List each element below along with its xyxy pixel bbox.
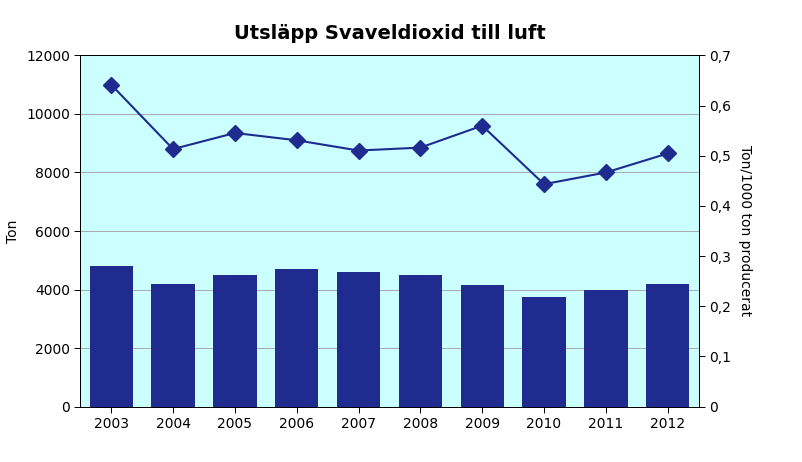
Title: Utsläpp Svaveldioxid till luft: Utsläpp Svaveldioxid till luft (233, 24, 545, 43)
Bar (213, 275, 256, 407)
Bar (646, 284, 688, 407)
Bar (90, 266, 132, 407)
Bar (522, 297, 565, 407)
Bar (152, 284, 194, 407)
Y-axis label: Ton: Ton (6, 219, 20, 243)
Bar (584, 290, 626, 407)
Bar (399, 275, 441, 407)
Bar (337, 272, 379, 407)
Bar (275, 269, 318, 407)
Y-axis label: Ton/1000 ton producerat: Ton/1000 ton producerat (737, 146, 751, 316)
Bar (460, 285, 503, 407)
